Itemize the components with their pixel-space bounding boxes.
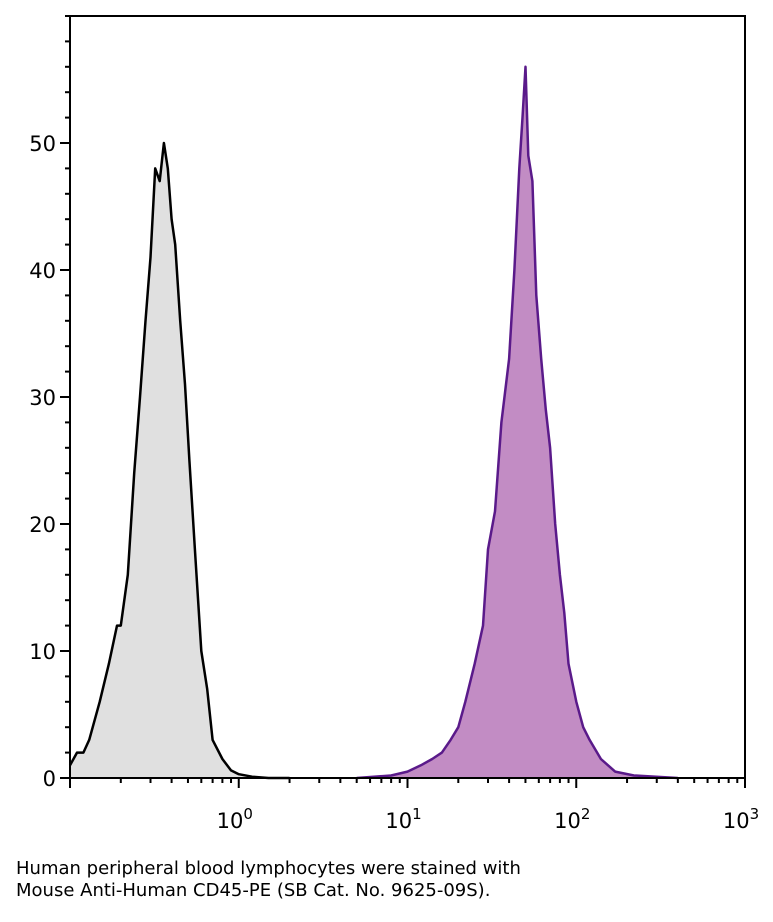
y-tick-label: 30 <box>29 386 56 410</box>
y-axis: 0 10 20 30 40 50 <box>29 15 70 791</box>
y-tick-label: 0 <box>43 767 56 791</box>
histogram-chart: 0 10 20 30 40 50 100 101 102 103 <box>29 15 759 833</box>
y-tick-label: 50 <box>29 132 56 156</box>
figure-caption: Human peripheral blood lymphocytes were … <box>16 858 756 902</box>
x-axis: 100 101 102 103 <box>69 778 759 833</box>
series-1-line <box>68 141 290 780</box>
x-tick-label: 103 <box>723 805 759 833</box>
series-2-line <box>356 65 678 780</box>
x-tick-label: 101 <box>385 805 421 833</box>
x-tick-label: 100 <box>217 805 253 833</box>
y-tick-label: 20 <box>29 513 56 537</box>
caption-line-1: Human peripheral blood lymphocytes were … <box>16 858 521 879</box>
series-2-area <box>356 66 678 779</box>
y-tick-label: 40 <box>29 259 56 283</box>
caption-line-2: Mouse Anti-Human CD45-PE (SB Cat. No. 96… <box>16 880 491 901</box>
series-1-area <box>70 143 290 778</box>
y-tick-label: 10 <box>29 640 56 664</box>
x-tick-label: 102 <box>554 805 590 833</box>
series-areas <box>68 65 678 780</box>
